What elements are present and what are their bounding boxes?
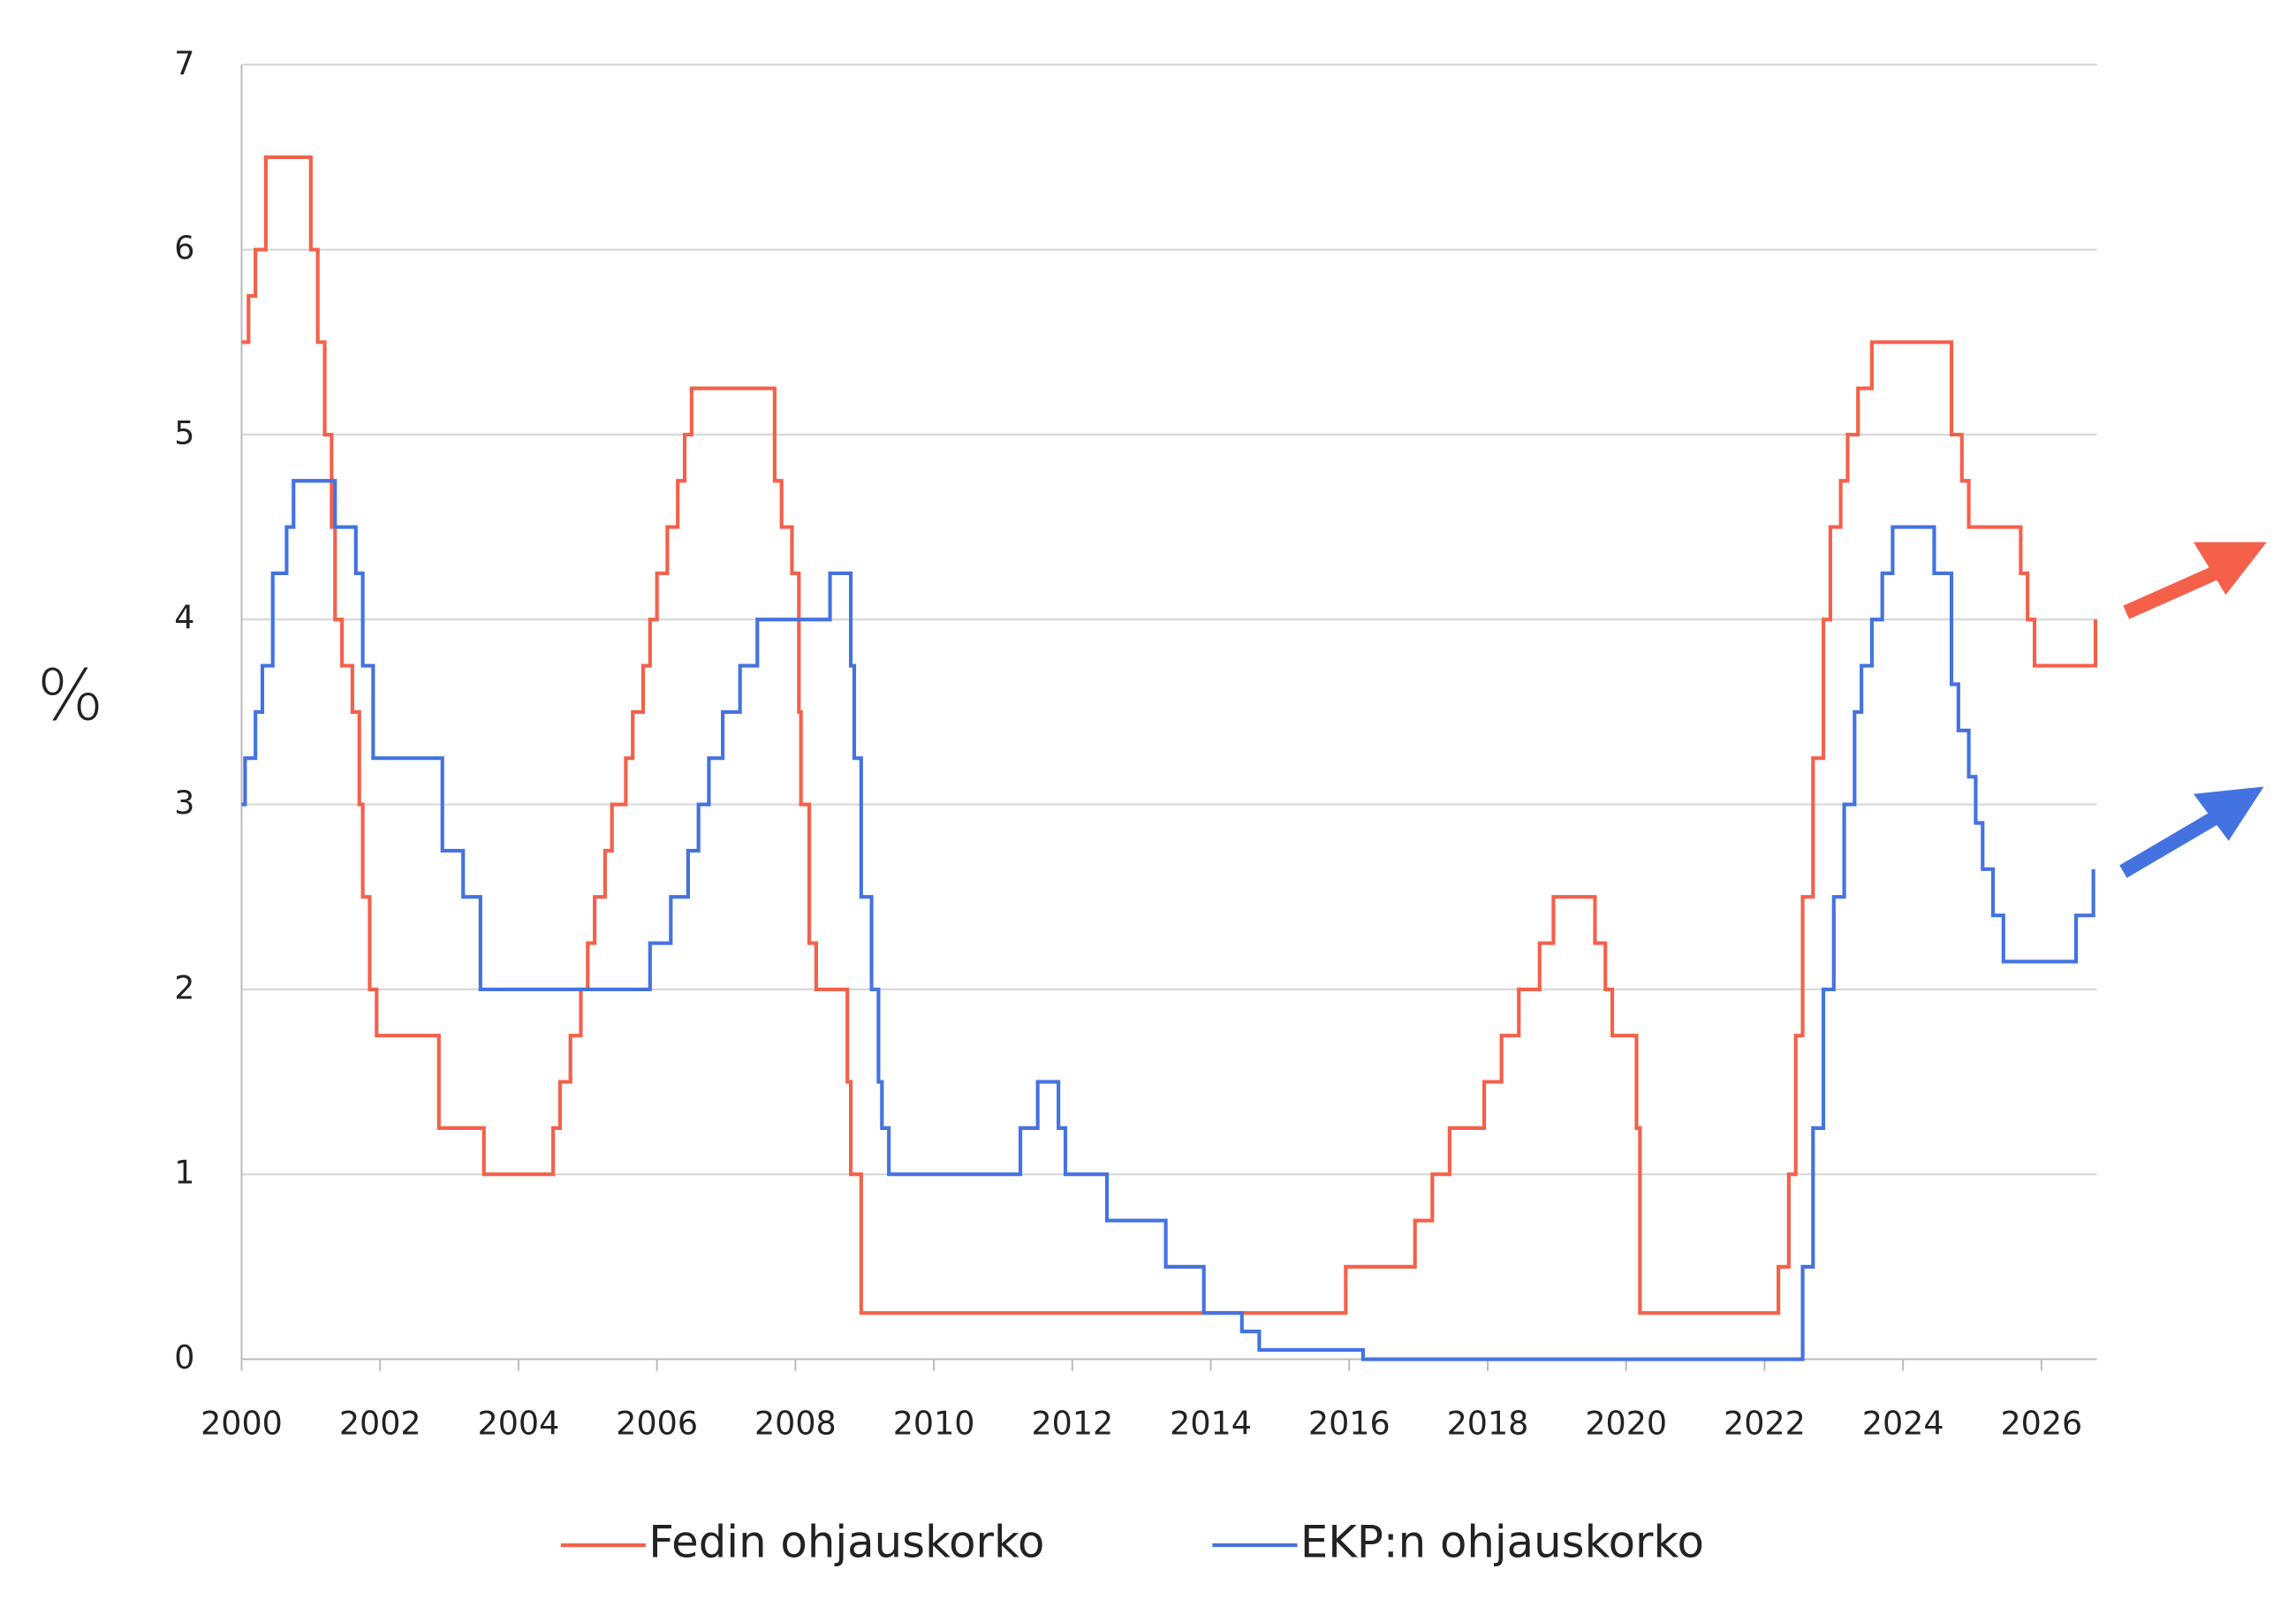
lines	[241, 155, 2098, 1361]
x-tick-label: 2016	[1308, 1405, 1390, 1443]
x-tick-label: 2000	[201, 1405, 283, 1443]
x-tick-label: 2010	[893, 1405, 975, 1443]
y-tick-label: 7	[174, 44, 194, 82]
y-tick-label: 0	[174, 1338, 194, 1376]
x-tick-label: 2018	[1447, 1405, 1529, 1443]
x-tick-label: 2022	[1724, 1405, 1806, 1443]
y-tick-label: 2	[174, 968, 194, 1006]
x-tick-label: 2006	[616, 1405, 698, 1443]
arrow-fed	[2123, 542, 2267, 619]
y-tick-label: 5	[174, 413, 194, 451]
y-tick-label: 4	[174, 599, 194, 637]
x-tick-label: 2008	[754, 1405, 837, 1443]
x-tick-label: 2026	[2000, 1405, 2082, 1443]
series-line	[241, 155, 2098, 1315]
y-tick-label: 3	[174, 784, 194, 822]
arrow-ecb	[2119, 786, 2264, 878]
y-tick-label: 6	[174, 229, 194, 267]
x-tick-label: 2004	[478, 1405, 560, 1443]
x-tick-label: 2014	[1170, 1405, 1252, 1443]
series-line	[241, 479, 2095, 1361]
legend: Fedin ohjauskorko EKP:n ohjauskorko	[560, 1517, 1704, 1568]
x-tick-label: 2012	[1031, 1405, 1113, 1443]
x-tick-label: 2020	[1585, 1405, 1667, 1443]
x-tick-label: 2002	[339, 1405, 421, 1443]
y-axis-label: %	[37, 655, 104, 737]
legend-label: EKP:n ohjauskorko	[1300, 1517, 1704, 1568]
grid: 0 1 2 3 4 5 6 7 2000 2002 2004 2006 2008 2010 2012 2014…	[174, 44, 2097, 1443]
x-tick-label: 2024	[1862, 1405, 1944, 1443]
y-tick-label: 1	[174, 1154, 194, 1192]
legend-label: Fedin ohjauskorko	[648, 1517, 1044, 1568]
